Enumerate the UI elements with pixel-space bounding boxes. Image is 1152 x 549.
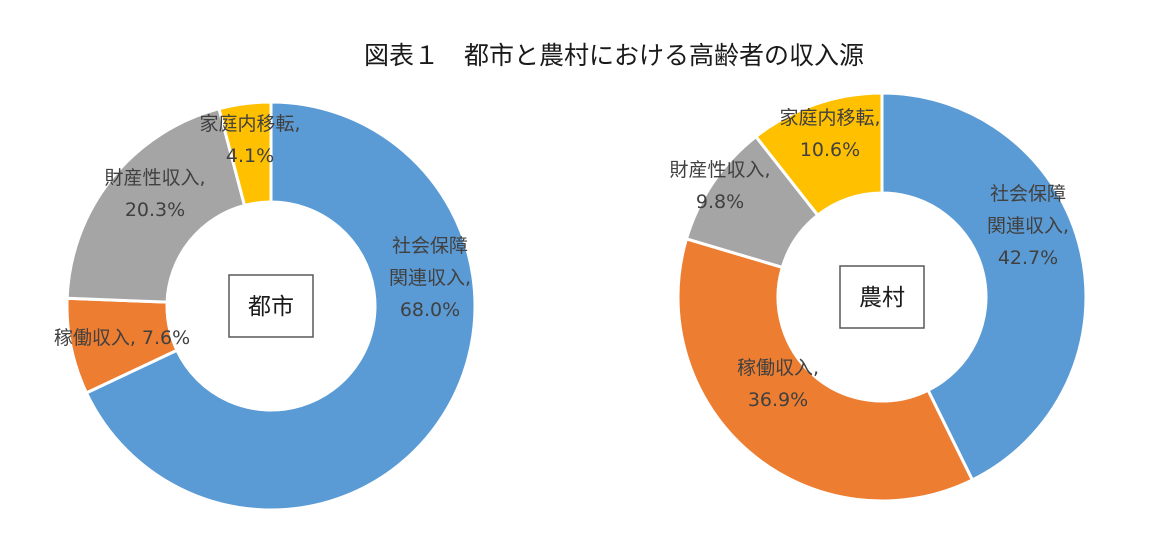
center-label-urban: 都市 xyxy=(248,294,294,320)
slice-rural-family-transfer xyxy=(753,91,884,218)
donut-chart-urban: 社会保障関連収入, 68.0% 稼働収入, 7.6% 財産性収入, 20.3%家庭内移転… xyxy=(54,100,477,512)
center-box-rural xyxy=(839,265,925,329)
data-label-rural-work-income: 稼働収入, 36.9% xyxy=(737,357,819,411)
slice-rural-social-security xyxy=(880,91,1088,482)
figure-title: 図表１ 都市と農村における高齢者の収入源 xyxy=(364,41,864,70)
center-label-rural: 農村 xyxy=(859,285,905,311)
data-label-rural-family-transfer: 家庭内移転, 10.6% xyxy=(779,107,880,161)
slice-urban-family-transfer xyxy=(217,100,273,208)
data-label-urban-work-income: 稼働収入, 7.6% xyxy=(54,327,190,349)
data-label-urban-property-income: 財産性収入, 20.3% xyxy=(104,167,205,221)
donut-chart-rural: 社会保障関連収入, 42.7% 稼働収入, 36.9% 財産性収入, 9.8%家庭内移転,… xyxy=(669,91,1088,503)
data-label-urban-social-security: 社会保障関連収入, 68.0% xyxy=(389,235,471,321)
slice-rural-work-income xyxy=(676,236,975,503)
center-box-urban xyxy=(228,274,314,338)
data-label-rural-social-security: 社会保障関連収入, 42.7% xyxy=(987,183,1069,269)
slice-urban-property-income xyxy=(65,106,247,304)
data-label-rural-property-income: 財産性収入, 9.8% xyxy=(669,159,770,213)
slice-urban-social-security xyxy=(84,100,477,512)
data-label-urban-family-transfer: 家庭内移転, 4.1% xyxy=(199,113,300,167)
